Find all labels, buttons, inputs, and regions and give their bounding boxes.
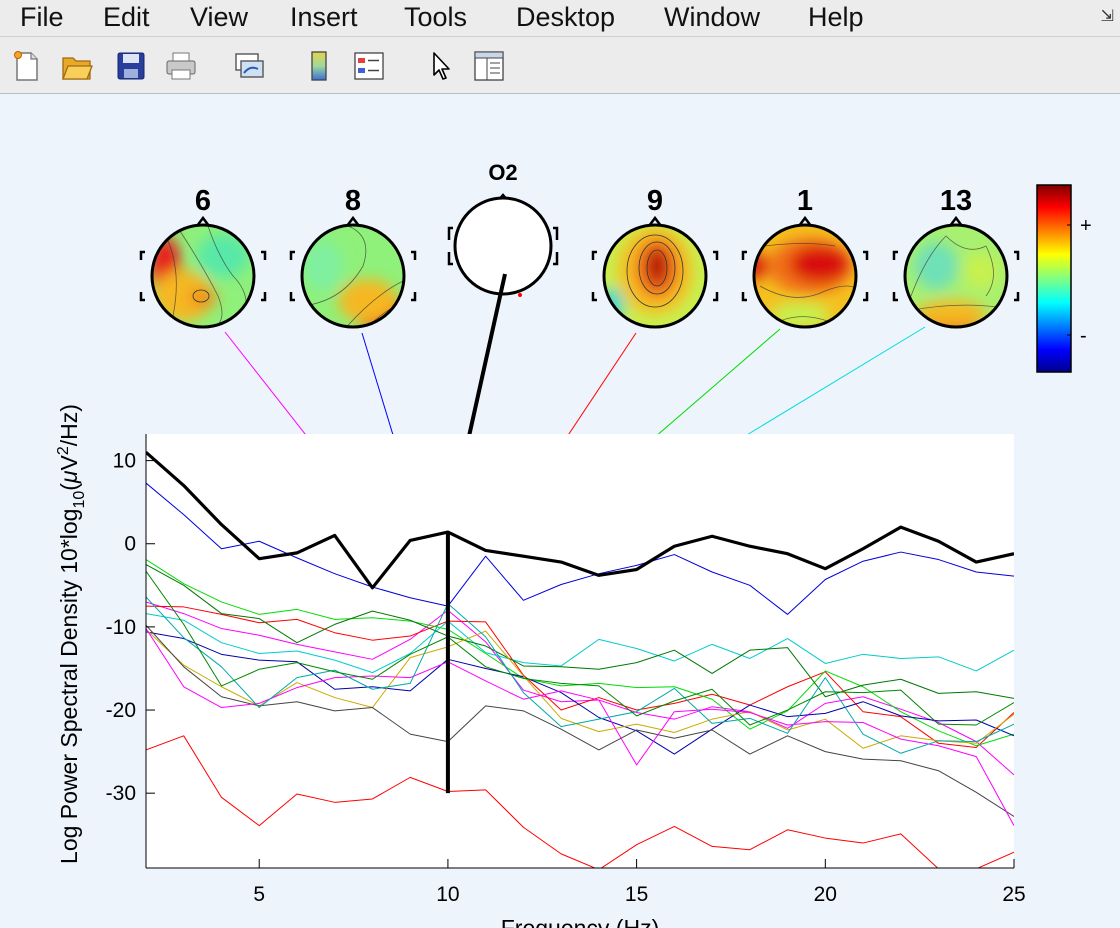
topomap-label-1: 1 [797, 185, 813, 217]
y-tick-label: -20 [106, 699, 136, 722]
psd-axes: 5 10 15 20 25 10 0 -10 -20 -30 Frequency (Hz) Log… [55, 404, 1026, 928]
topomap-1[interactable] [741, 215, 869, 331]
y-tick-label: -10 [106, 616, 136, 639]
series-line[interactable] [146, 624, 1014, 817]
new-file-icon[interactable] [10, 49, 44, 83]
menu-tools[interactable]: Tools [404, 2, 468, 32]
topomap-o2[interactable] [447, 193, 559, 297]
colorbar-gradient [1036, 184, 1072, 373]
y-tick-label: -30 [106, 782, 136, 805]
topomap-label-6: 6 [195, 185, 211, 217]
series-line[interactable] [146, 735, 1014, 870]
topomap-label-13: 13 [940, 185, 972, 217]
series-line[interactable] [146, 601, 1014, 776]
topomap-label-9: 9 [647, 185, 663, 217]
topomap-label-8: 8 [345, 185, 361, 217]
x-axis-label: Frequency (Hz) [501, 915, 659, 928]
topomap-channel-label: O2 [488, 160, 517, 185]
menu-desktop[interactable]: Desktop [516, 2, 616, 32]
y-tick-label: 10 [113, 450, 136, 473]
x-tick-label: 20 [814, 883, 837, 906]
series-line[interactable] [146, 605, 1014, 748]
x-tick-label: 15 [625, 883, 648, 906]
menu-edit[interactable]: Edit [103, 2, 150, 32]
series-line-selected[interactable] [146, 451, 1014, 590]
series-line[interactable] [146, 613, 1014, 674]
legend-icon[interactable] [352, 49, 386, 83]
property-editor-icon[interactable] [472, 49, 506, 83]
menu-view[interactable]: View [190, 2, 249, 32]
plot-area[interactable] [146, 434, 1014, 868]
y-tick-label: 0 [124, 533, 136, 556]
topomap-8[interactable] [289, 215, 417, 334]
x-tick-label: 5 [253, 883, 265, 906]
series-line[interactable] [146, 596, 1014, 754]
colorbar-icon[interactable] [302, 49, 336, 83]
series-line[interactable] [146, 628, 1014, 826]
print-icon[interactable] [164, 49, 198, 83]
menu-file[interactable]: File [20, 2, 64, 32]
y-axis-label: Log Power Spectral Density 10*log10(μV2/… [55, 404, 88, 864]
dock-figure-icon[interactable]: ⇲ [1100, 8, 1114, 25]
topomap-6[interactable] [139, 215, 267, 331]
topomap-13[interactable] [892, 215, 1020, 336]
menu-help[interactable]: Help [808, 2, 864, 32]
series-group [146, 451, 1014, 870]
pointer-icon[interactable] [424, 49, 458, 83]
menu-insert[interactable]: Insert [290, 2, 358, 32]
toolbar [0, 37, 1120, 94]
series-line[interactable] [146, 631, 1014, 755]
x-tick-label: 25 [1002, 883, 1025, 906]
figure-canvas: O2 6 8 9 1 13 + - 5 10 15 20 25 10 0 -10 -20 -30 … [55, 160, 1092, 928]
colorbar-plus-label: + [1080, 215, 1092, 237]
colorbar: + - [1036, 184, 1092, 373]
menu-bar: File Edit View Insert Tools Desktop Wind… [0, 0, 1120, 37]
series-line[interactable] [146, 629, 1014, 749]
series-line[interactable] [146, 570, 1014, 726]
topomap-9[interactable] [591, 215, 719, 331]
menu-window[interactable]: Window [664, 2, 761, 32]
save-icon[interactable] [114, 49, 148, 83]
x-tick-label: 10 [436, 883, 459, 906]
topomaps: O2 6 8 9 1 13 [139, 160, 1020, 336]
open-folder-icon[interactable] [60, 49, 94, 83]
colorbar-minus-label: - [1080, 325, 1087, 347]
tick-group: 5 10 15 20 25 10 0 -10 -20 -30 [106, 450, 1026, 906]
link-plot-icon[interactable] [232, 49, 266, 83]
series-line[interactable] [146, 564, 1014, 699]
